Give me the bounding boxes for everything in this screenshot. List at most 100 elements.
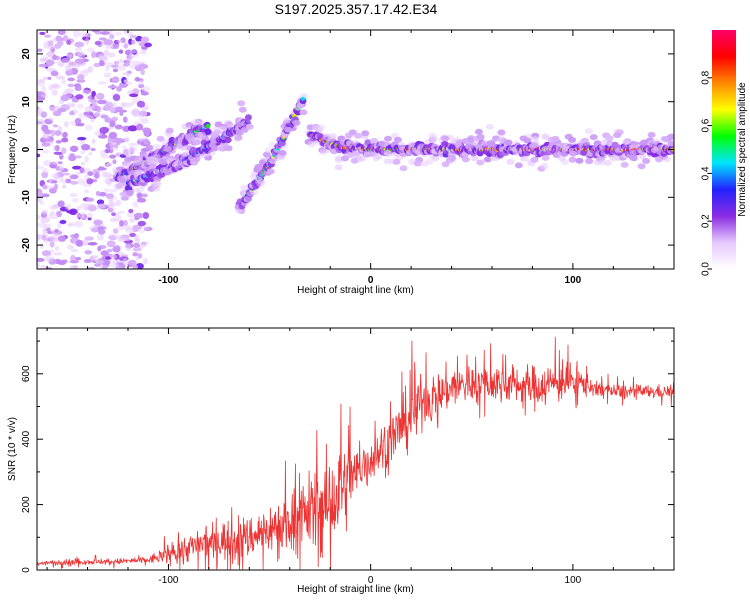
spectrogram-cell [568, 136, 577, 143]
spectrogram-cell [384, 135, 392, 142]
spectrogram-cell [72, 175, 78, 179]
spectrogram-cell [61, 58, 70, 63]
spectrogram-cell [83, 189, 90, 194]
spectrogram-cell [94, 40, 102, 46]
spectrogram-cell [41, 149, 50, 154]
spectrogram-cell [106, 240, 116, 248]
spectrogram-cell [413, 160, 422, 167]
spectrogram-cell [152, 180, 161, 187]
colorbar-tick-label: 0.2 [701, 214, 712, 228]
spectrogram-cell [62, 34, 69, 42]
spectrogram-cell [269, 157, 278, 164]
spectrogram-cell [148, 163, 157, 170]
spectrogram-cell [61, 147, 67, 154]
spectrogram-cell [55, 75, 65, 80]
spectrogram-cell [37, 142, 40, 147]
spectrogram-cell [145, 144, 154, 151]
spectrogram-cell [372, 155, 381, 162]
spectrogram-cell [584, 128, 593, 135]
spectrogram-cell [52, 54, 57, 61]
spectrogram-cell [541, 154, 550, 161]
spectrogram-cell [292, 119, 301, 126]
spectrogram-cell [69, 259, 79, 264]
spectrogram-cell [86, 47, 95, 53]
spectrogram-cell [105, 162, 112, 167]
spectrogram-cell [83, 258, 92, 264]
spectrogram-cell [334, 157, 343, 164]
colorbar: 0.0 0.2 0.4 0.6 0.8 Normalized spectral ampl… [701, 30, 748, 276]
spectrogram-cell [647, 131, 656, 138]
spectrogram-cell [604, 159, 612, 166]
spectrogram-cell [59, 220, 67, 224]
spectrogram-cell [120, 195, 128, 201]
spectrogram-cell [98, 37, 107, 41]
spectrogram-cell [55, 139, 63, 144]
spectrogram-cell [100, 114, 109, 119]
spectrogram-cell [42, 76, 49, 81]
spectrogram-cell [119, 219, 124, 227]
spectrogram-cell [64, 88, 74, 94]
spectrogram-cell [54, 228, 59, 233]
spectrogram-cell [127, 259, 137, 267]
snr-frame [36, 327, 675, 571]
spectrogram-cell [71, 62, 81, 69]
spectrogram-cell [123, 43, 128, 49]
spectrogram-cell [67, 83, 75, 88]
spectrogram-cell [53, 151, 63, 155]
spectrogram-cell [65, 65, 71, 72]
spectrogram-cell [134, 76, 141, 82]
spectrogram-cell [48, 249, 55, 253]
spectrogram-cell [103, 72, 111, 78]
spectrogram-cell [115, 265, 122, 269]
spectrogram-cell [84, 155, 89, 163]
spectrogram-cell [246, 190, 255, 197]
spectrogram-cell [47, 45, 55, 50]
spectrogram-y-label: Frequency (Hz) [7, 115, 18, 184]
snr-x-tick-label: -100 [158, 575, 178, 586]
spectrogram-cell [609, 155, 618, 162]
spectrogram-cell [143, 138, 150, 145]
spectrogram-x-tick-label: 0 [368, 275, 374, 286]
spectrogram-cell [88, 151, 93, 156]
spectrogram-cell [86, 178, 94, 185]
spectrogram-cell [116, 86, 123, 92]
spectrogram-cell [52, 83, 60, 89]
spectrogram-cell [205, 124, 211, 128]
spectrogram-cell [135, 169, 144, 176]
spectrogram-cell [141, 86, 151, 92]
spectrogram-cell [476, 159, 485, 166]
spectrogram-cell [95, 190, 101, 197]
spectrogram-cell [530, 156, 539, 163]
spectrogram-cell [57, 235, 67, 242]
spectrogram-cell [142, 127, 152, 134]
spectrogram-cell [79, 31, 89, 37]
spectrogram-cell [132, 242, 141, 248]
spectrogram-cell [74, 41, 85, 48]
spectrogram-cell [62, 184, 67, 189]
snr-series-line [37, 336, 674, 570]
spectrogram-cell [117, 64, 127, 71]
spectrogram-cell [129, 93, 139, 98]
spectrogram-cell [53, 231, 60, 239]
spectrogram-cell [39, 31, 46, 35]
spectrogram-cell [132, 108, 140, 114]
spectrogram-cell [93, 219, 103, 226]
spectrogram-cell [91, 51, 97, 59]
spectrogram-cell [61, 78, 66, 85]
spectrogram-cell [108, 200, 114, 206]
spectrogram-cell [57, 161, 63, 165]
spectrogram-cell [224, 145, 233, 152]
spectrogram-cell [43, 34, 52, 38]
spectrogram-cell [110, 78, 119, 82]
spectrogram-cell [506, 158, 515, 165]
spectrogram-cell [328, 133, 337, 139]
spectrogram-cell [74, 47, 83, 52]
spectrogram-cell [131, 39, 136, 45]
spectrogram-cell [74, 118, 82, 124]
spectrogram-cell [569, 150, 578, 157]
spectrogram-cell [92, 168, 101, 173]
spectrogram-cell [115, 199, 122, 206]
spectrogram-cell [78, 113, 84, 120]
spectrogram-cell [224, 136, 232, 144]
